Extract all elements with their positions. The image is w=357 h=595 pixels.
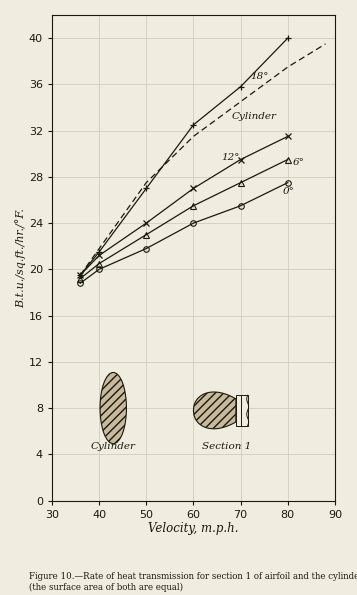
Text: Cylinder: Cylinder xyxy=(231,112,276,121)
Ellipse shape xyxy=(100,372,126,444)
Text: Section 1: Section 1 xyxy=(202,441,251,450)
Text: 12°: 12° xyxy=(222,152,240,161)
Polygon shape xyxy=(193,392,236,429)
Y-axis label: B.t.u./sq.ft./hr./°F.: B.t.u./sq.ft./hr./°F. xyxy=(15,208,26,308)
Text: Cylinder: Cylinder xyxy=(91,441,136,450)
Text: 0°: 0° xyxy=(283,187,295,196)
X-axis label: Velocity, m.p.h.: Velocity, m.p.h. xyxy=(148,522,239,536)
Text: Figure 10.—Rate of heat transmission for section 1 of airfoil and the cylinder
(: Figure 10.—Rate of heat transmission for… xyxy=(29,572,357,592)
Text: 6°: 6° xyxy=(292,158,305,167)
Text: 18°: 18° xyxy=(250,71,268,80)
Bar xyxy=(236,395,248,425)
